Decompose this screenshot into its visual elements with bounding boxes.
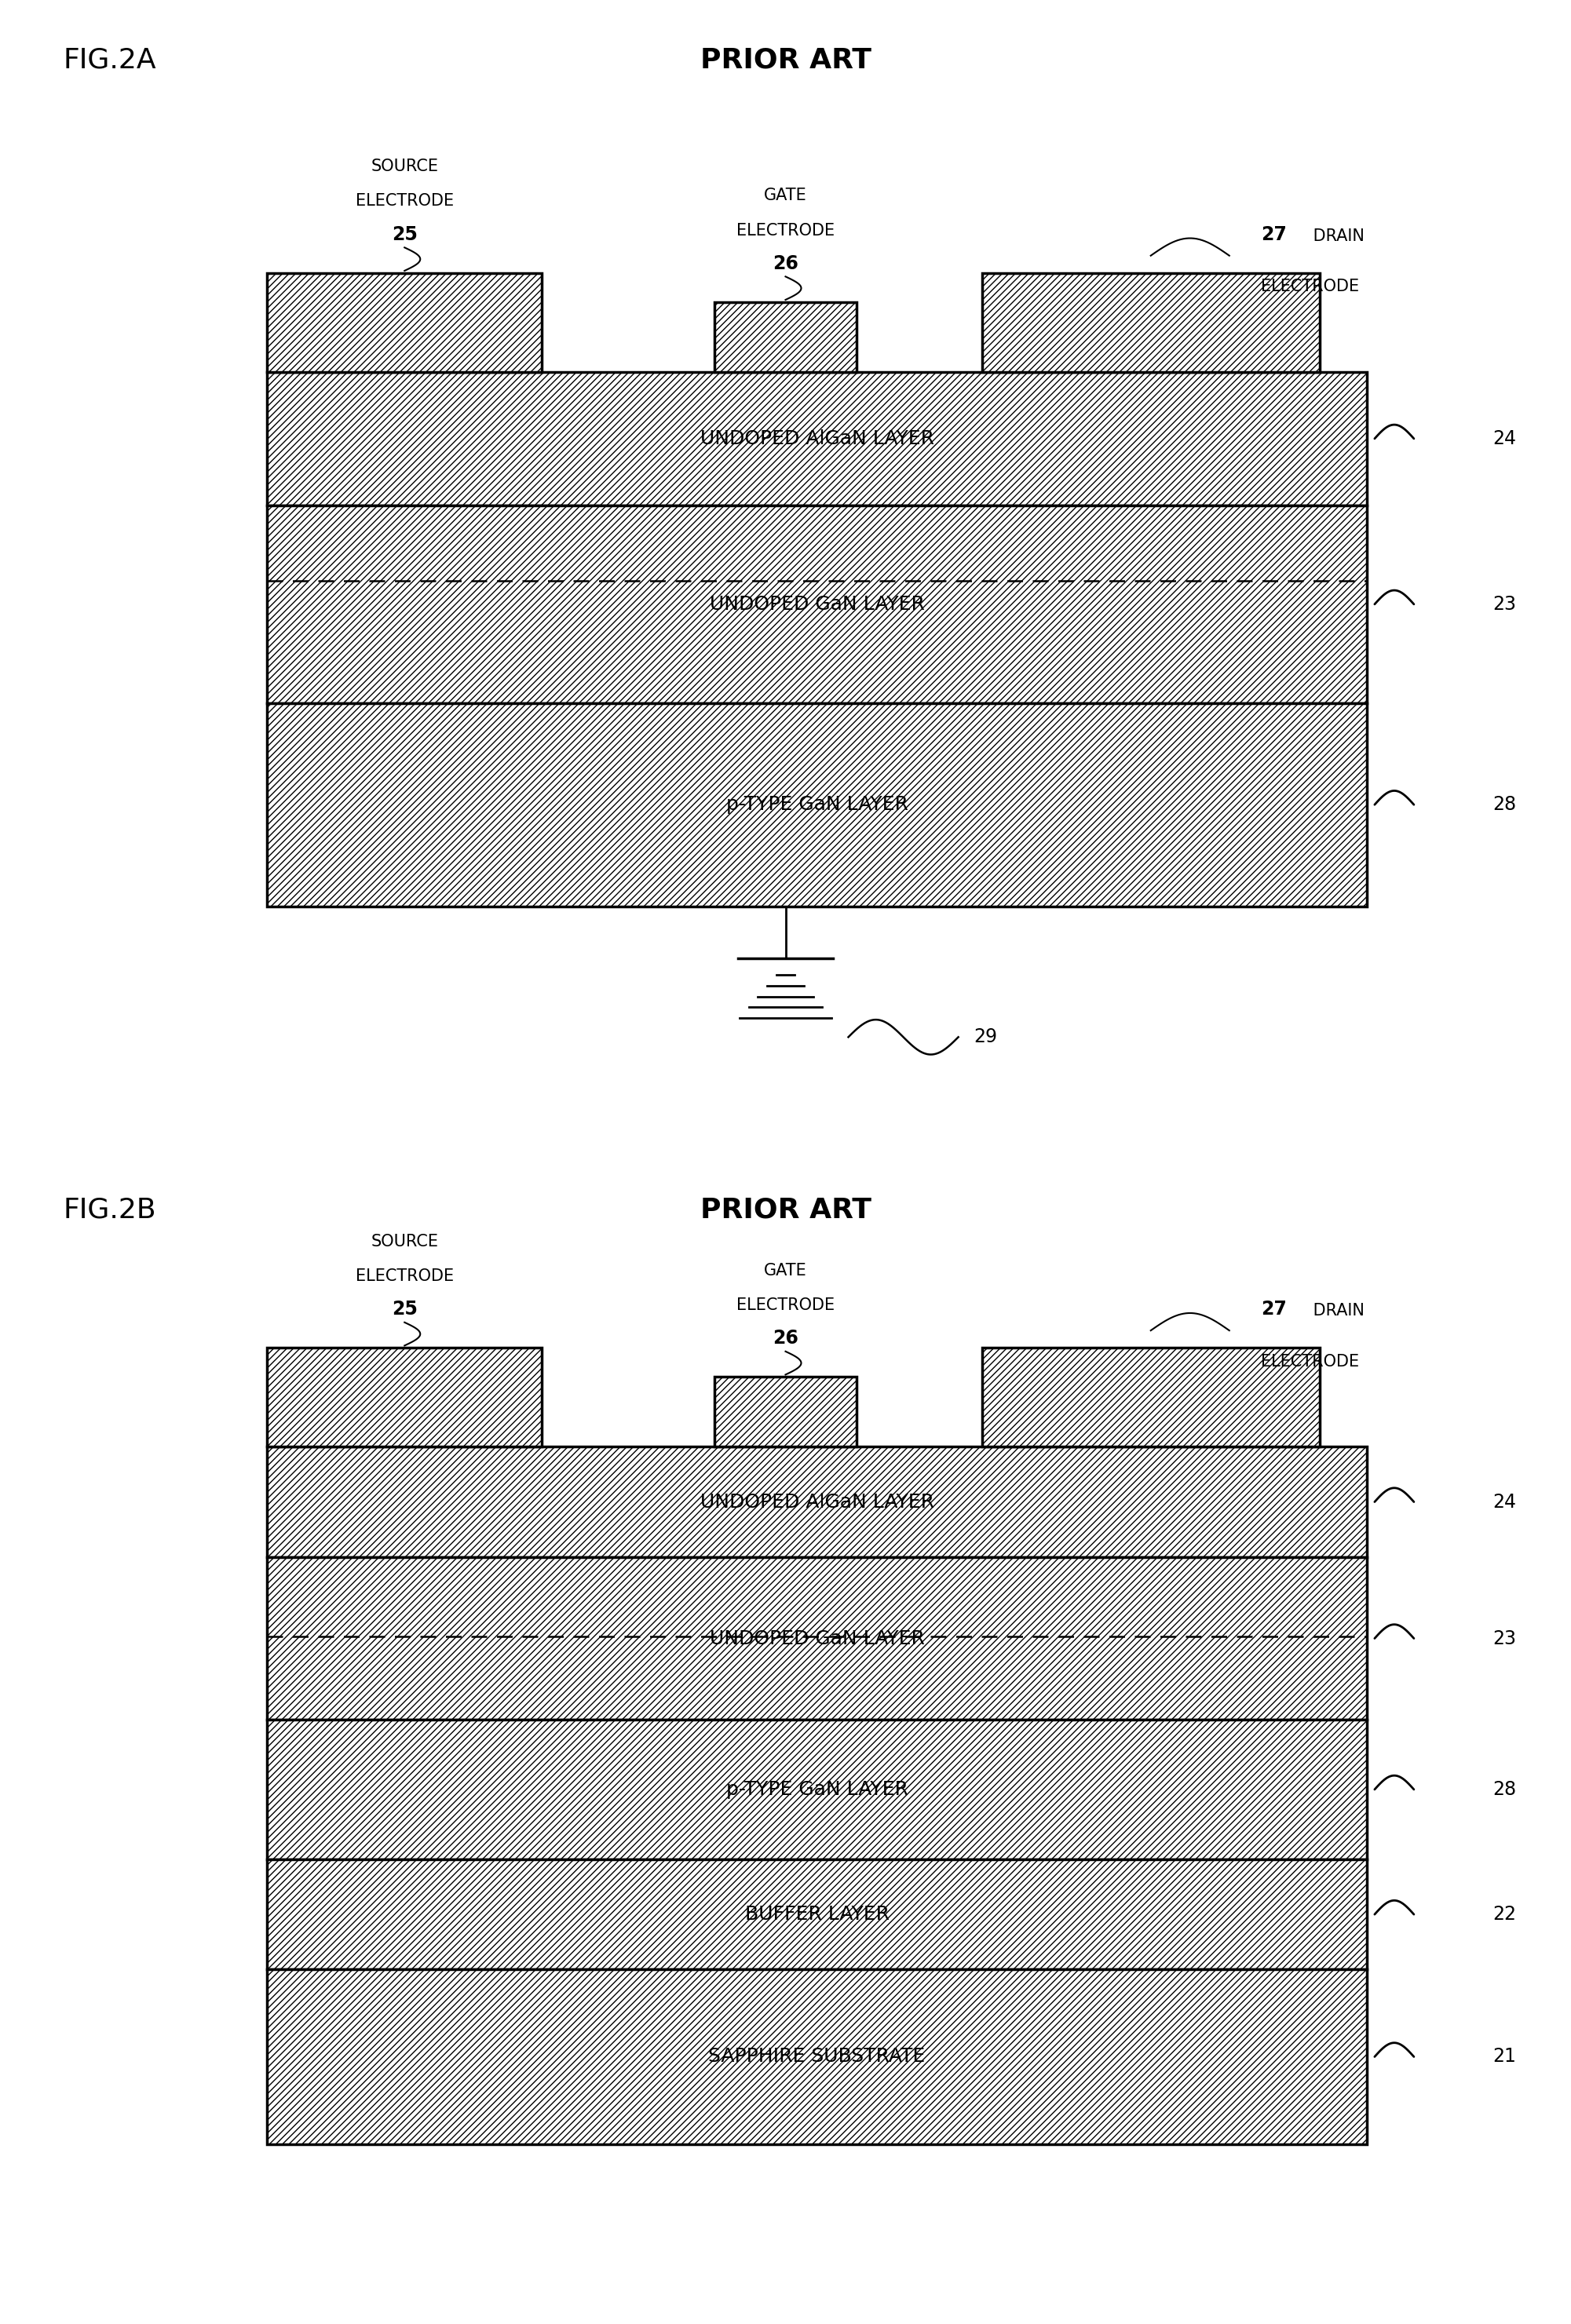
Bar [267,702,1367,906]
Bar [715,1376,856,1446]
Text: UNDOPED GaN LAYER: UNDOPED GaN LAYER [710,595,924,614]
Text: 27: 27 [1262,225,1287,244]
Text: 28: 28 [1492,795,1516,813]
Bar [267,372,1367,504]
Bar [267,274,542,372]
Text: 24: 24 [1492,1492,1516,1511]
Text: GATE: GATE [764,188,807,205]
Text: ELECTRODE: ELECTRODE [737,1297,834,1313]
Text: ELECTRODE: ELECTRODE [1262,1353,1359,1369]
Text: BUFFER LAYER: BUFFER LAYER [745,1906,889,1924]
Text: 26: 26 [773,253,798,272]
Text: SOURCE: SOURCE [371,1234,438,1250]
Text: UNDOPED AlGaN LAYER: UNDOPED AlGaN LAYER [701,430,933,449]
Text: UNDOPED GaN LAYER: UNDOPED GaN LAYER [710,1629,924,1648]
Text: 25: 25 [391,225,418,244]
Text: PRIOR ART: PRIOR ART [701,1197,870,1222]
Text: 25: 25 [391,1299,418,1320]
Bar [267,1348,542,1446]
Text: SOURCE: SOURCE [371,158,438,174]
Text: FIG.2B: FIG.2B [63,1197,156,1222]
Text: 23: 23 [1492,1629,1516,1648]
Text: DRAIN: DRAIN [1309,1304,1364,1320]
Text: 23: 23 [1492,595,1516,614]
Text: ELECTRODE: ELECTRODE [1262,279,1359,295]
Bar [267,1720,1367,1859]
Text: p-TYPE GaN LAYER: p-TYPE GaN LAYER [726,795,908,813]
Text: SAPPHIRE SUBSTRATE: SAPPHIRE SUBSTRATE [709,2047,925,2066]
Text: ELECTRODE: ELECTRODE [355,1269,454,1283]
Text: ELECTRODE: ELECTRODE [355,193,454,209]
Text: p-TYPE GaN LAYER: p-TYPE GaN LAYER [726,1780,908,1799]
Text: 24: 24 [1492,430,1516,449]
Text: 29: 29 [974,1027,998,1046]
Bar [267,504,1367,702]
Bar [267,1968,1367,2143]
Text: UNDOPED AlGaN LAYER: UNDOPED AlGaN LAYER [701,1492,933,1511]
Bar [267,1859,1367,1968]
Text: DRAIN: DRAIN [1309,228,1364,244]
Text: ELECTRODE: ELECTRODE [737,223,834,237]
Bar [982,274,1320,372]
Text: 28: 28 [1492,1780,1516,1799]
Text: 26: 26 [773,1329,798,1348]
Bar [267,1557,1367,1720]
Text: PRIOR ART: PRIOR ART [701,46,870,72]
Text: 27: 27 [1262,1299,1287,1320]
Text: 21: 21 [1492,2047,1516,2066]
Bar [267,1446,1367,1557]
Text: GATE: GATE [764,1262,807,1278]
Text: FIG.2A: FIG.2A [63,46,156,72]
Bar [715,302,856,372]
Bar [982,1348,1320,1446]
Text: 22: 22 [1492,1906,1516,1924]
